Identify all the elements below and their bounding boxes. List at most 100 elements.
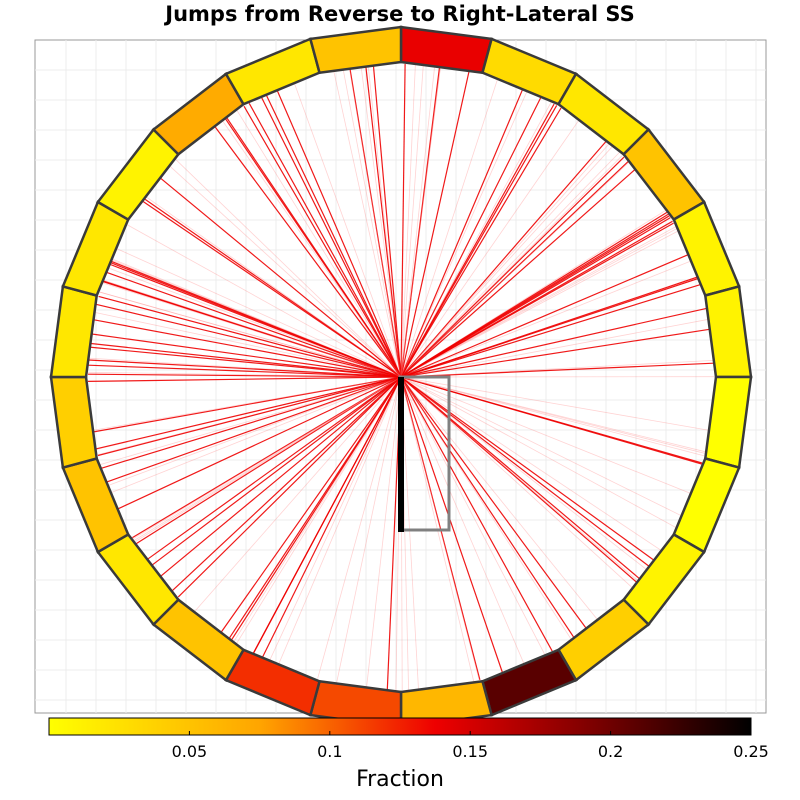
jump-line: [400, 260, 692, 378]
jump-line: [93, 319, 402, 378]
jump-line: [169, 165, 402, 378]
jump-line: [293, 82, 402, 378]
jump-line: [96, 376, 402, 450]
chart-title: Jumps from Reverse to Right-Lateral SS: [165, 2, 635, 26]
jump-line: [105, 271, 402, 378]
jump-line: [107, 376, 402, 487]
jump-line: [400, 376, 676, 528]
jump-line: [99, 291, 402, 378]
jump-line: [400, 140, 607, 378]
jump-line: [400, 376, 588, 630]
jump-line: [400, 64, 416, 378]
jump-line: [400, 376, 648, 571]
jump-line: [400, 168, 636, 378]
colorbar-tick-label: 0.2: [598, 742, 623, 761]
jump-line: [145, 195, 402, 378]
jump-line: [135, 376, 402, 545]
jump-line: [400, 63, 406, 378]
colorbar-tick-label: 0.05: [172, 742, 208, 761]
colorbar-gradient: [48, 717, 752, 736]
jump-line: [400, 161, 629, 378]
jump-line: [265, 94, 402, 378]
jump-line: [213, 125, 402, 378]
jump-line: [107, 267, 402, 378]
jump-line: [276, 89, 402, 378]
jump-line: [400, 376, 705, 454]
jump-line: [400, 64, 424, 378]
jump-line: [400, 376, 525, 665]
jump-line: [127, 224, 402, 378]
jump-line: [372, 65, 402, 378]
jump-line: [360, 66, 402, 378]
jump-line: [400, 284, 701, 378]
jump-line: [400, 66, 441, 378]
colorbar-ticks: 0.05 0.1 0.15 0.2 0.25: [172, 731, 769, 761]
jump-line: [400, 376, 546, 656]
jump-line: [159, 376, 402, 578]
jump-line: [400, 376, 572, 640]
jump-line: [89, 346, 402, 378]
jump-line: [317, 376, 402, 679]
jump-line: [400, 107, 562, 378]
jump-line: [134, 376, 402, 543]
jump-line: [400, 277, 699, 378]
jump-line: [400, 360, 714, 378]
jump-line: [175, 159, 402, 378]
jump-line: [400, 119, 580, 378]
jump-line: [100, 376, 402, 465]
jump-line: [400, 376, 638, 584]
jump-line: [400, 376, 706, 453]
jump-line: [87, 373, 402, 378]
jump-line: [366, 376, 402, 689]
jump-line: [400, 362, 714, 378]
ring-segment: [308, 25, 403, 75]
colorbar-tick-label: 0.1: [317, 742, 342, 761]
jump-line: [146, 376, 402, 561]
jump-line: [94, 312, 402, 378]
jump-line: [400, 211, 668, 378]
colorbar: 0.05 0.1 0.15 0.2 0.25 Fraction: [48, 717, 769, 792]
jump-line: [400, 156, 625, 378]
jump-line: [400, 152, 620, 378]
jump-line: [115, 247, 402, 378]
jump-line: [400, 96, 542, 378]
jump-line: [221, 119, 402, 378]
jump-line: [248, 103, 402, 378]
jump-line: [277, 376, 402, 666]
jump-line: [336, 376, 402, 684]
jump-line: [400, 105, 558, 378]
colorbar-tick-label: 0.15: [452, 742, 488, 761]
jump-line: [105, 376, 402, 483]
jump-line: [96, 303, 402, 378]
jump-line: [97, 376, 402, 457]
jump-line: [133, 376, 402, 541]
colorbar-label: Fraction: [356, 767, 444, 792]
jump-line: [141, 200, 402, 378]
jump-line: [224, 117, 402, 378]
jump-line: [90, 333, 402, 378]
jump-line: [177, 376, 402, 598]
jump-line: [230, 376, 402, 641]
jump-line: [101, 376, 402, 469]
jump-line: [193, 376, 402, 613]
jump-line: [400, 220, 673, 378]
jump-line: [236, 110, 402, 378]
jump-line: [252, 376, 402, 654]
jump-line: [269, 376, 402, 662]
jump-line: [400, 307, 707, 378]
jump-line: [89, 342, 402, 378]
jump-line: [102, 282, 402, 378]
jump-line: [92, 376, 402, 433]
jump-line: [349, 68, 402, 378]
jump-line: [400, 376, 662, 551]
jump-line: [400, 226, 676, 378]
fault-outline: [398, 375, 451, 532]
jump-line: [108, 263, 402, 378]
jump-line: [110, 376, 402, 494]
jump-line: [117, 376, 402, 510]
jump-line: [132, 376, 402, 540]
jump-line: [400, 65, 436, 378]
jump-line: [400, 230, 679, 378]
jump-line: [400, 90, 528, 378]
